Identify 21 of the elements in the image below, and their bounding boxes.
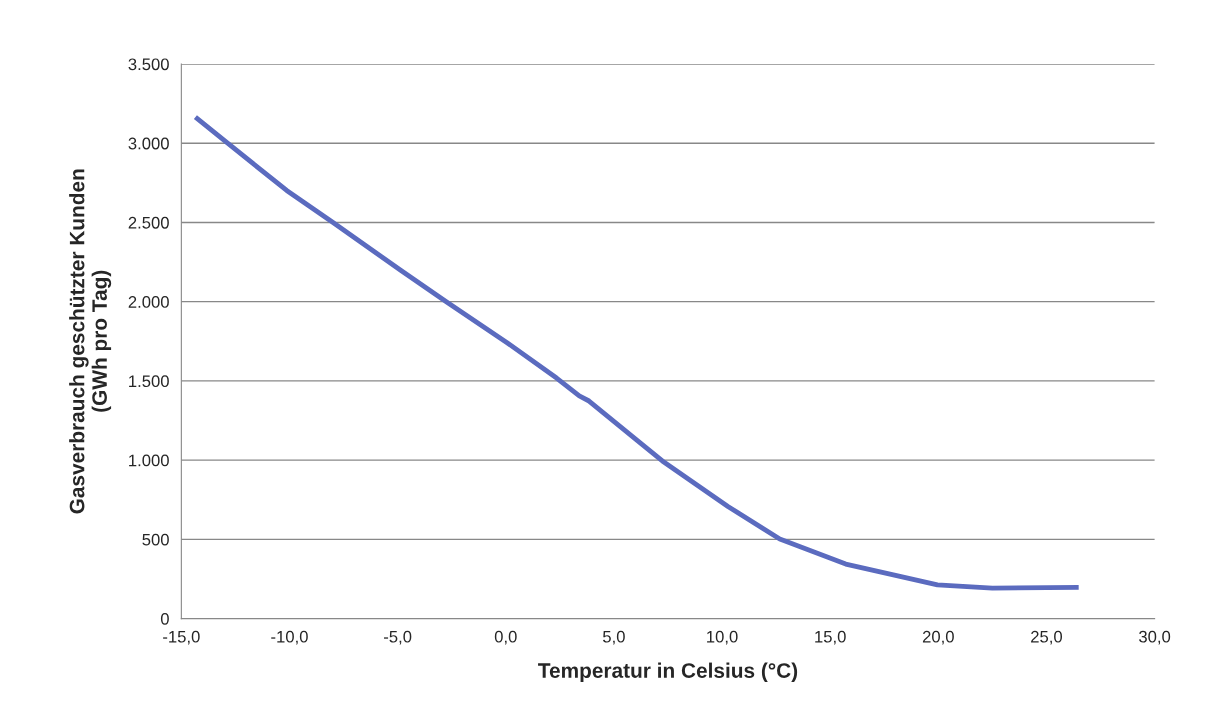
x-tick-label: 30,0 [1139, 630, 1171, 645]
x-tick-label: -5,0 [384, 630, 412, 645]
x-tick-label: 20,0 [922, 630, 954, 645]
y-axis-title: Gasverbrauch geschützter Kunden (GWh pro Tag) [69, 169, 112, 514]
x-tick-label: 5,0 [602, 630, 625, 645]
x-tick-label: 25,0 [1031, 630, 1063, 645]
line-series [192, 114, 1082, 591]
y-tick-label: 2.000 [128, 296, 169, 308]
x-tick-label: 15,0 [815, 630, 846, 645]
y-tick-label: 1.500 [129, 375, 169, 388]
y-tick-label: 1.000 [129, 454, 169, 467]
x-axis-title: Temperatur in Celsius (°C) [538, 662, 798, 682]
x-tick-label: -15,0 [163, 630, 200, 645]
y-tick-label: 2.500 [128, 216, 169, 229]
y-tick-label: 3.500 [128, 58, 169, 71]
x-tick-label: -10,0 [271, 630, 308, 645]
y-tick-label: 500 [142, 533, 169, 546]
x-tick-label: 10,0 [707, 630, 738, 645]
x-tick-label: 0,0 [494, 630, 517, 645]
y-tick-label: 0 [160, 612, 169, 625]
y-tick-label: 3.000 [128, 137, 169, 150]
